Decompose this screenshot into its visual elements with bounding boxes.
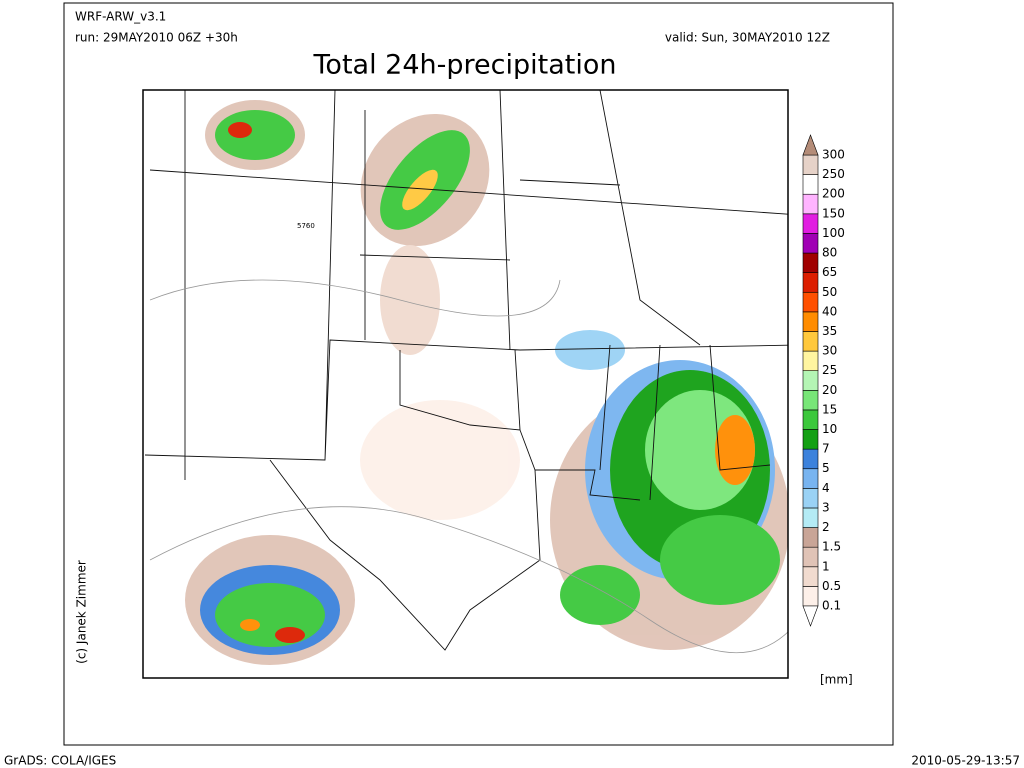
legend-swatch	[802, 468, 819, 489]
legend-label: 35	[822, 324, 837, 338]
legend-swatch	[802, 291, 819, 313]
legend-label: 20	[822, 383, 837, 397]
legend-label: 1	[822, 559, 830, 573]
valid-label: valid: Sun, 30MAY2010 12Z	[665, 31, 830, 45]
footer-right: 2010-05-29-13:57	[911, 754, 1020, 768]
legend-swatch	[802, 586, 819, 607]
run-label: run: 29MAY2010 06Z +30h	[75, 31, 238, 45]
legend-label: 5	[822, 461, 830, 475]
legend-label: 0.5	[822, 579, 841, 593]
legend-swatch	[802, 154, 819, 175]
legend-swatch	[802, 350, 819, 371]
legend-swatch	[802, 252, 819, 273]
legend-label: 4	[822, 481, 830, 495]
legend-swatch	[802, 331, 819, 352]
legend-swatch	[802, 213, 819, 234]
legend-label: 250	[822, 167, 845, 181]
legend-swatch	[802, 390, 819, 411]
legend-label: 10	[822, 422, 837, 436]
legend-unit: [mm]	[820, 673, 853, 687]
legend: 0.1 0.5 1 1.5 2 3 4 5 7 10 15 20 25 30 35 40 50 65 80 100 15…	[802, 134, 845, 627]
footer-left: GrADS: COLA/IGES	[4, 754, 116, 768]
credit: (c) Janek Zimmer	[75, 560, 89, 664]
legend-swatch	[802, 546, 819, 568]
legend-swatch	[802, 507, 819, 528]
legend-label: 0.1	[822, 599, 841, 613]
legend-label: 7	[822, 442, 830, 456]
legend-label: 40	[822, 304, 837, 318]
legend-swatch	[802, 488, 819, 509]
legend-swatch	[802, 311, 819, 332]
legend-label: 300	[822, 148, 845, 162]
legend-label: 25	[822, 363, 837, 377]
legend-swatch	[802, 233, 819, 254]
legend-arrow-below	[802, 605, 819, 627]
legend-label: 30	[822, 344, 837, 358]
contour-label: 5760	[297, 222, 315, 230]
legend-arrow-above	[802, 134, 819, 156]
title: Total 24h-precipitation	[313, 50, 617, 81]
legend-swatch	[802, 370, 819, 391]
legend-label: 1.5	[822, 540, 841, 554]
legend-label: 200	[822, 187, 845, 201]
legend-label: 3	[822, 500, 830, 514]
legend-label: 50	[822, 285, 837, 299]
legend-swatch	[802, 566, 819, 587]
legend-label: 65	[822, 265, 837, 279]
map: 5760	[142, 89, 789, 679]
legend-label: 100	[822, 226, 845, 240]
legend-swatch	[802, 409, 819, 430]
legend-swatch	[802, 527, 819, 548]
legend-label: 150	[822, 206, 845, 220]
legend-label: 80	[822, 246, 837, 260]
legend-swatch	[802, 174, 819, 195]
legend-swatch	[802, 448, 819, 470]
model-label: WRF-ARW_v3.1	[75, 10, 166, 24]
legend-label: 15	[822, 402, 837, 416]
legend-swatch	[802, 193, 819, 215]
legend-swatch	[802, 272, 819, 293]
legend-swatch	[802, 429, 819, 450]
legend-label: 2	[822, 520, 830, 534]
